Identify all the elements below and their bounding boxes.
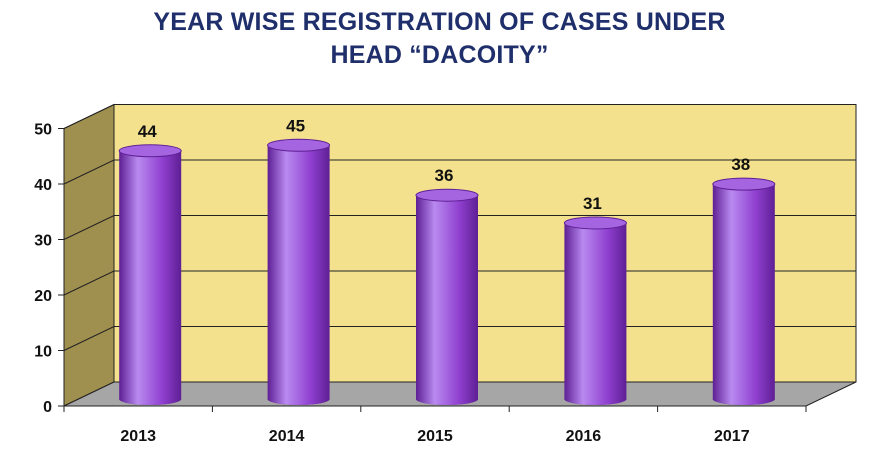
gridline <box>63 159 856 185</box>
data-label: 45 <box>286 116 305 135</box>
x-tick-label: 2014 <box>269 428 305 445</box>
bar <box>563 216 627 405</box>
gridline <box>63 104 856 129</box>
bar-body <box>119 150 182 399</box>
bar-top-cap <box>415 188 479 202</box>
bar-bottom-cap <box>564 393 627 405</box>
chart-title-line-2: HEAD “DACOITY” <box>330 41 549 69</box>
bar <box>712 177 776 405</box>
gridline <box>63 215 856 240</box>
bar-body <box>712 184 775 399</box>
side-wall <box>63 103 115 407</box>
x-tick-label: 2017 <box>714 428 750 445</box>
x-tick-label: 2016 <box>566 428 602 445</box>
data-label: 44 <box>138 122 157 141</box>
bar-top-cap <box>267 138 331 152</box>
bar-body <box>564 222 627 399</box>
bar-bottom-cap <box>416 393 478 405</box>
bar-body <box>416 195 478 399</box>
y-tick-label: 40 <box>34 177 52 194</box>
bar <box>118 144 182 405</box>
chart-title-line-1: YEAR WISE REGISTRATION OF CASES UNDER <box>153 8 726 36</box>
bar <box>267 138 331 405</box>
y-tick-label: 20 <box>34 288 52 305</box>
bar <box>415 188 479 405</box>
bar-top-cap <box>563 216 627 230</box>
bar-bottom-cap <box>712 393 775 405</box>
bar-bottom-cap <box>267 393 330 405</box>
y-tick-label: 0 <box>43 399 52 416</box>
bar-top-cap <box>118 144 182 158</box>
bar-body <box>267 145 330 399</box>
x-tick-label: 2015 <box>417 428 453 445</box>
chart-title: YEAR WISE REGISTRATION OF CASES UNDER HE… <box>0 6 879 72</box>
y-tick-label: 10 <box>34 344 52 361</box>
bar-top-cap <box>712 177 776 191</box>
y-tick-label: 50 <box>34 122 52 139</box>
data-label: 38 <box>731 155 750 174</box>
bar-bottom-cap <box>119 393 182 405</box>
data-label: 36 <box>435 166 454 185</box>
y-tick-label: 30 <box>34 233 52 250</box>
x-tick-label: 2013 <box>120 428 156 445</box>
data-label: 31 <box>583 194 602 213</box>
